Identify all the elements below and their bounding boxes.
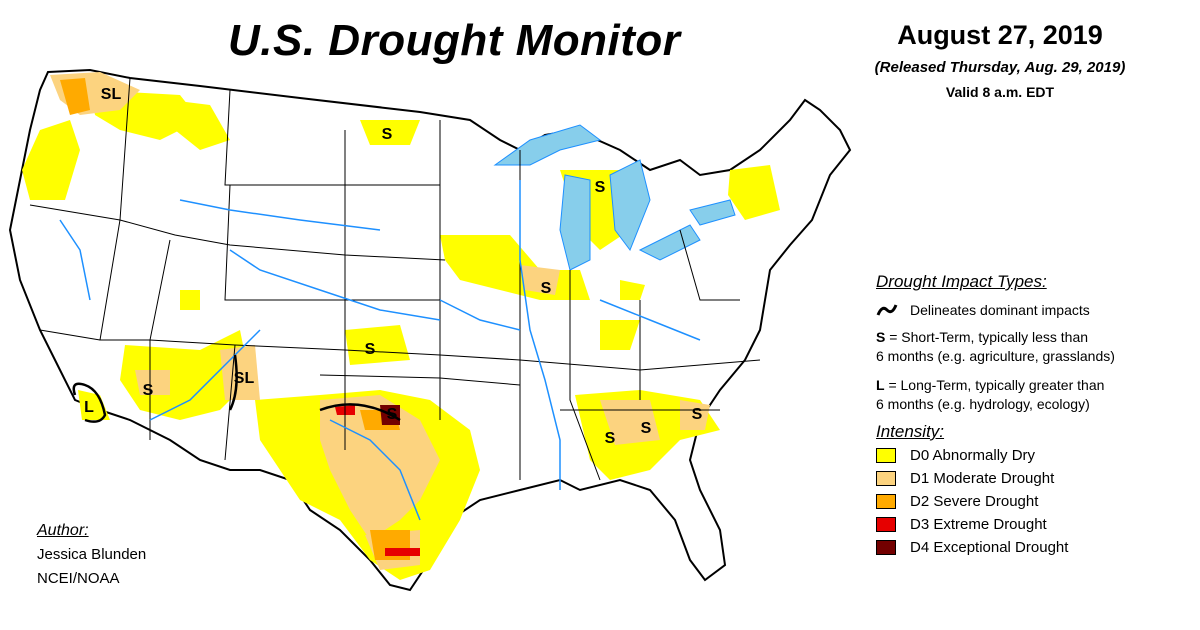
- impact-labels: SL S S S S SL S L S S S S: [84, 86, 703, 447]
- author-org: NCEI/NOAA: [37, 570, 120, 587]
- map-label: S: [541, 280, 552, 297]
- delineation-curve-icon: [876, 304, 898, 316]
- intensity-row-d4: D4 Exceptional Drought: [876, 537, 1176, 557]
- swatch-d1: [876, 470, 896, 486]
- short-term-description: S = Short-Term, typically less than 6 mon…: [876, 328, 1176, 366]
- intensity-label-d1: D1 Moderate Drought: [910, 469, 1055, 487]
- map-label: S: [365, 341, 376, 358]
- map-date: August 27, 2019: [897, 20, 1103, 50]
- short-term-letter: S: [876, 329, 886, 345]
- long-term-line1: = Long-Term, typically greater than: [888, 377, 1105, 393]
- map-label: S: [382, 126, 393, 143]
- author-name: Jessica Blunden: [37, 546, 147, 563]
- intensity-row-d1: D1 Moderate Drought: [876, 468, 1176, 488]
- intensity-label-d2: D2 Severe Drought: [910, 492, 1039, 510]
- intensity-row-d2: D2 Severe Drought: [876, 491, 1176, 511]
- long-term-letter: L: [876, 377, 885, 393]
- map-label: S: [143, 382, 154, 399]
- long-term-description: L = Long-Term, typically greater than 6 m…: [876, 376, 1176, 414]
- author-block: Author: Jessica Blunden NCEI/NOAA: [37, 519, 146, 591]
- intensity-swatches: D0 Abnormally Dry D1 Moderate Drought D2…: [876, 445, 1176, 557]
- short-term-line1: = Short-Term, typically less than: [889, 329, 1089, 345]
- intensity-label-d3: D3 Extreme Drought: [910, 515, 1047, 533]
- short-term-line2: 6 months (e.g. agriculture, grasslands): [876, 348, 1115, 364]
- date-block: August 27, 2019 (Released Thursday, Aug.…: [840, 20, 1160, 100]
- map-label: S: [641, 420, 652, 437]
- swatch-d0: [876, 447, 896, 463]
- map-title: U.S. Drought Monitor: [228, 16, 681, 65]
- impact-types-heading: Drought Impact Types:: [876, 272, 1047, 291]
- intensity-label-d0: D0 Abnormally Dry: [910, 446, 1036, 464]
- map-label: L: [84, 399, 94, 416]
- swatch-d3: [876, 516, 896, 532]
- map-label: SL: [101, 86, 122, 103]
- swatch-d2: [876, 493, 896, 509]
- release-date: (Released Thursday, Aug. 29, 2019): [874, 59, 1126, 76]
- swatch-d4: [876, 539, 896, 555]
- intensity-row-d3: D3 Extreme Drought: [876, 514, 1176, 534]
- author-heading: Author:: [37, 522, 89, 539]
- intensity-heading: Intensity:: [876, 422, 945, 441]
- map-label: S: [692, 406, 703, 423]
- legend: Drought Impact Types: Delineates dominan…: [876, 272, 1176, 557]
- intensity-label-d4: D4 Exceptional Drought: [910, 538, 1069, 556]
- map-label: SL: [234, 370, 255, 387]
- long-term-line2: 6 months (e.g. hydrology, ecology): [876, 396, 1090, 412]
- intensity-row-d0: D0 Abnormally Dry: [876, 445, 1176, 465]
- delineates-label: Delineates dominant impacts: [910, 302, 1090, 318]
- valid-time: Valid 8 a.m. EDT: [945, 84, 1055, 100]
- great-lakes: [493, 124, 736, 271]
- impact-delineation-lines: [72, 354, 401, 423]
- map-label: S: [605, 430, 616, 447]
- impact-delineation-row: Delineates dominant impacts: [876, 302, 1176, 318]
- map-label: S: [595, 179, 606, 196]
- rivers: [59, 180, 701, 521]
